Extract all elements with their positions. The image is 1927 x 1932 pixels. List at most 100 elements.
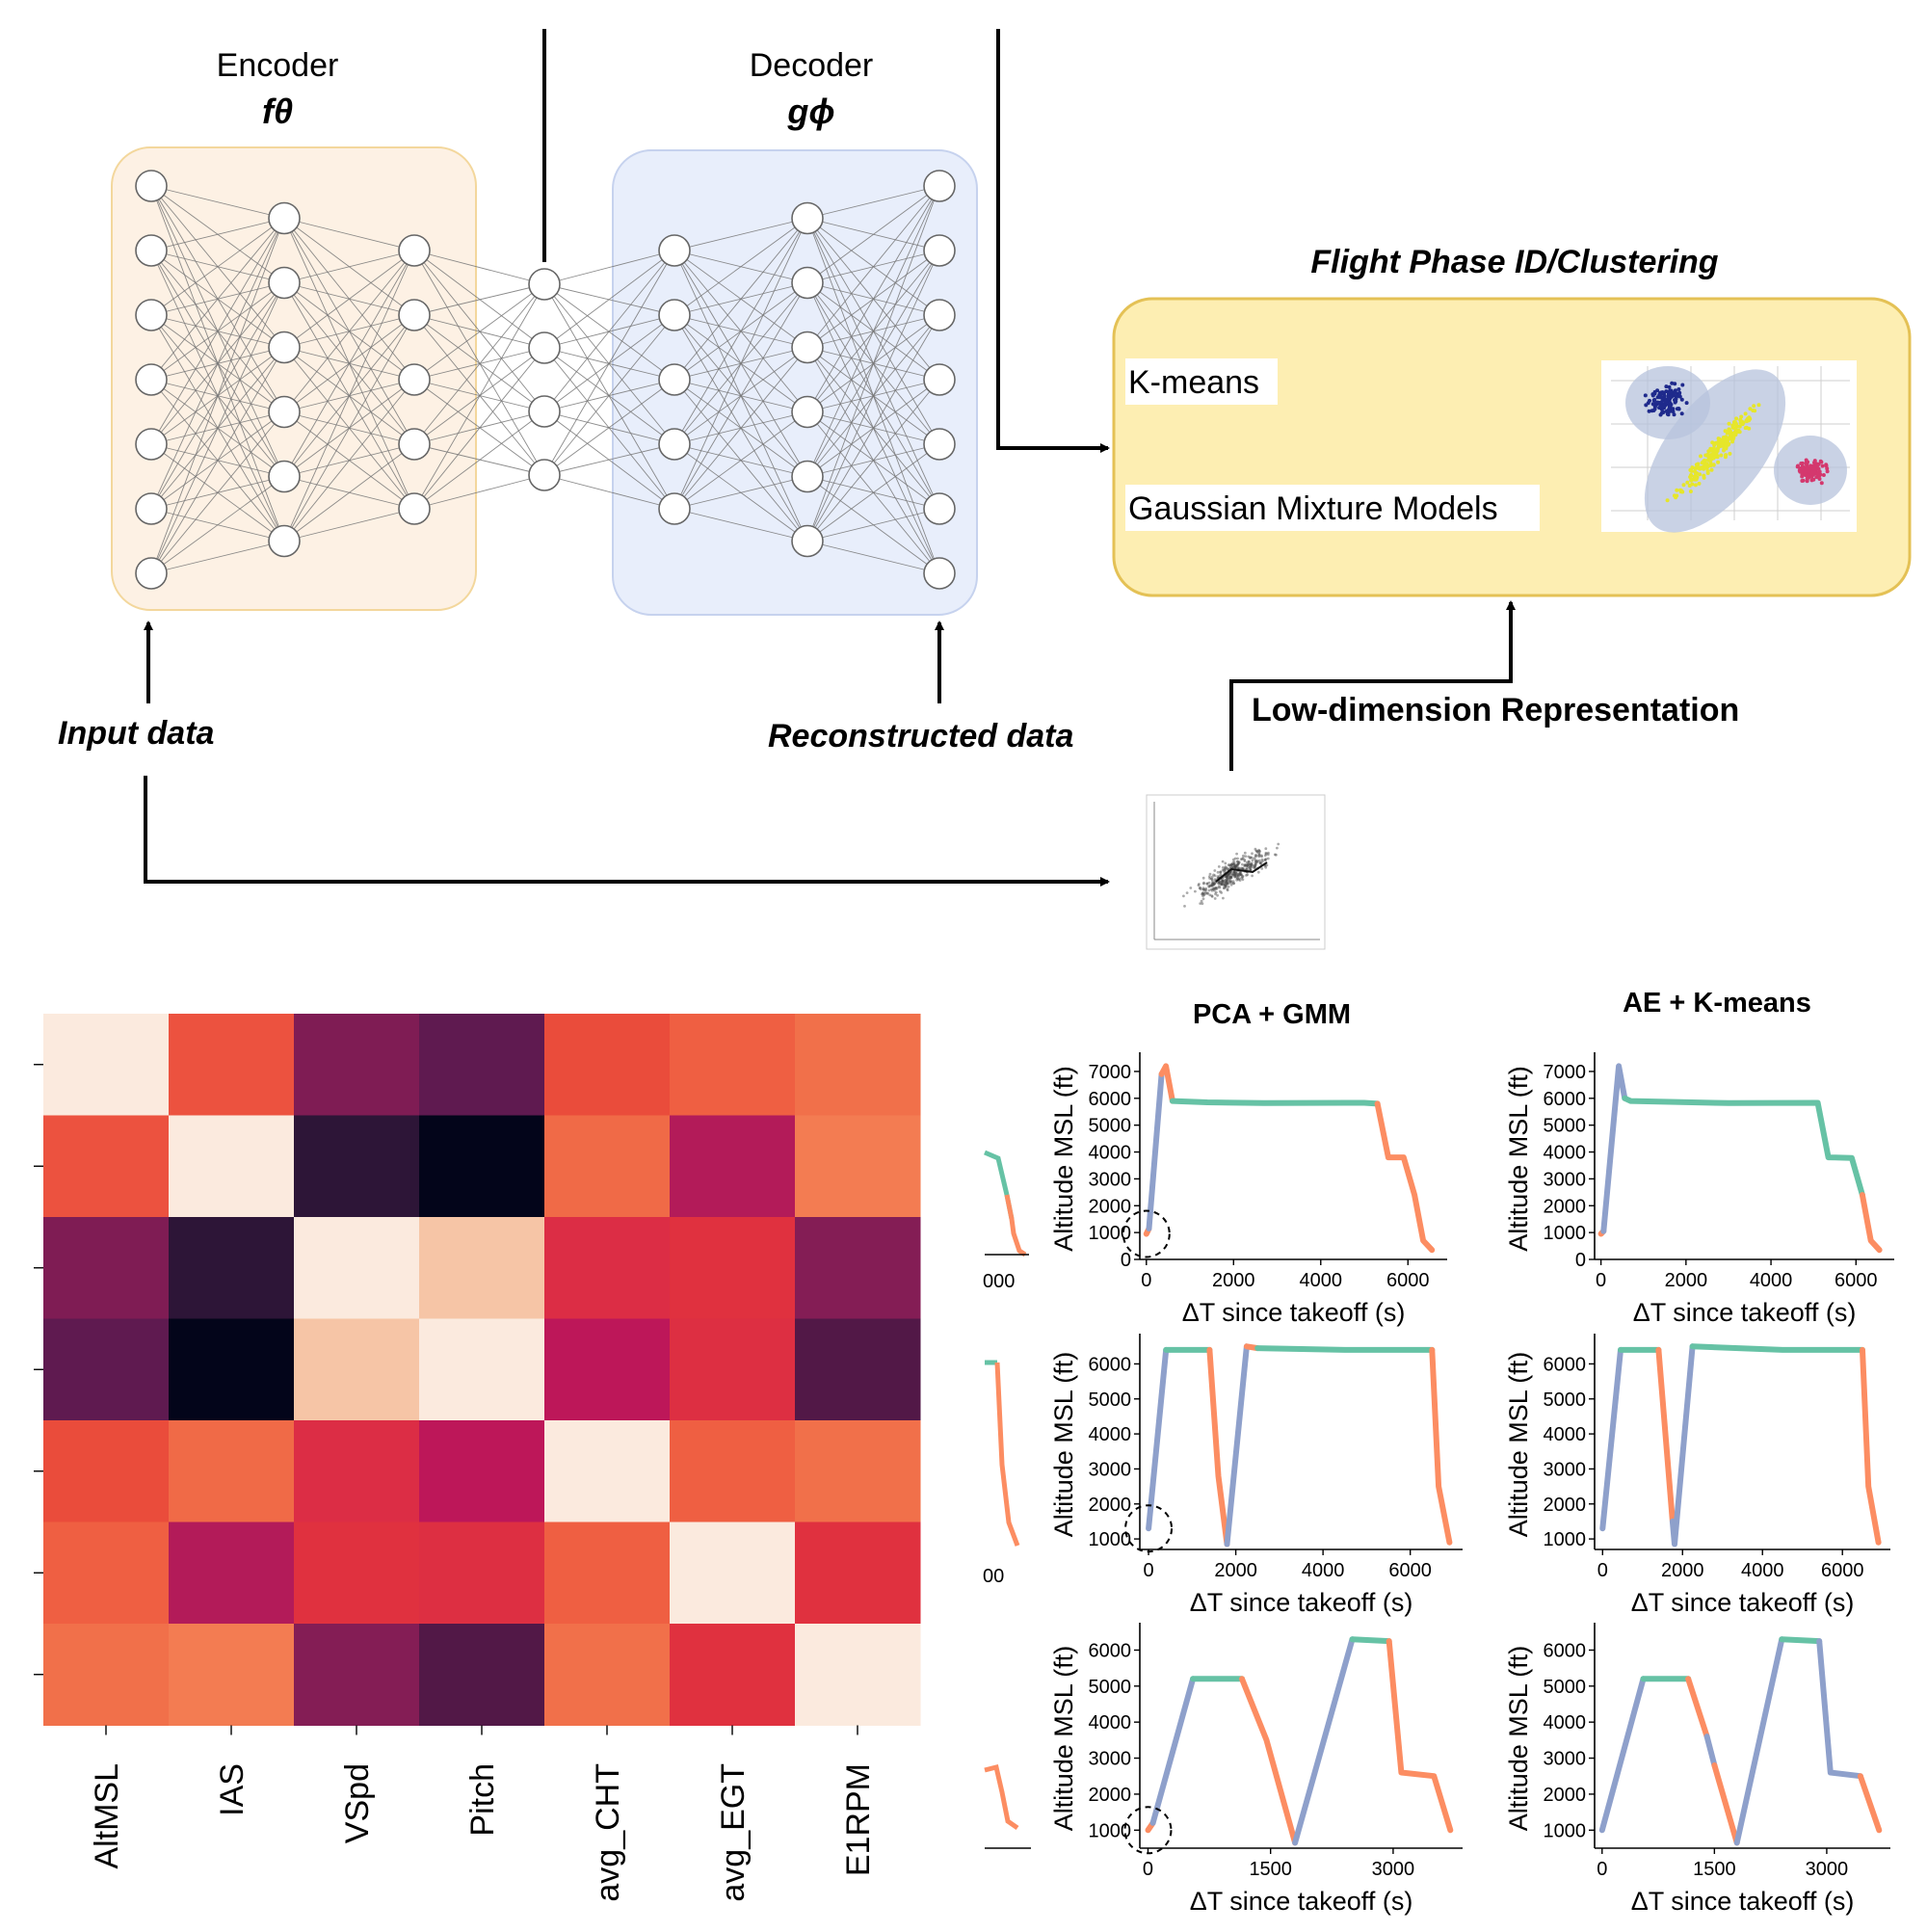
chart-5-ytick-4: 5000 xyxy=(1544,1677,1587,1698)
network-node-6-2 xyxy=(923,299,956,331)
chart-4-ytick-1: 2000 xyxy=(1089,1785,1132,1806)
chart-5-segment-4 xyxy=(1711,1762,1740,1846)
network-node-6-5 xyxy=(923,492,956,525)
chart-1-ytick-1: 1000 xyxy=(1544,1223,1587,1244)
network-node-0-2 xyxy=(135,299,168,331)
partial-panel-3-line xyxy=(984,1763,1019,1831)
chart-1-title: AE + K-means xyxy=(1623,988,1811,1019)
network-node-3-1 xyxy=(528,331,561,364)
heatmap-cell-2-1 xyxy=(169,1217,295,1319)
heatmap-label-6: E1RPM xyxy=(840,1763,877,1876)
chart-0-xtick-2: 4000 xyxy=(1300,1270,1343,1291)
chart-1-segment-1 xyxy=(1600,1063,1628,1234)
chart-3-segment-4 xyxy=(1689,1343,1865,1353)
heatmap-cell-0-4 xyxy=(544,1014,671,1116)
heatmap-cell-2-5 xyxy=(670,1217,796,1319)
network-nodes xyxy=(135,170,956,590)
network-node-4-0 xyxy=(658,234,691,267)
chart-0-segment-2 xyxy=(1158,1063,1175,1104)
chart-1-xtick-1: 2000 xyxy=(1665,1270,1708,1291)
heatmap-cell-5-1 xyxy=(169,1522,295,1625)
network-node-6-3 xyxy=(923,363,956,396)
correlation-heatmap: AltMSL IAS VSpd Pitch avg_CHT avg_EGT E1RPM xyxy=(34,1014,921,1902)
network-node-4-2 xyxy=(658,363,691,396)
network-node-1-2 xyxy=(268,331,301,364)
chart-5-segment-7 xyxy=(1816,1638,1863,1780)
heatmap-label-0: AltMSL xyxy=(89,1763,125,1869)
encoder-symbol: fθ xyxy=(262,92,293,131)
chart-2-ytick-2: 3000 xyxy=(1089,1459,1132,1480)
flight-phase-charts: 0 1000 2000 3000 4000 5000 6000 7000 0 2000 4000 60… xyxy=(1049,988,1894,1916)
bottleneck-to-cluster-arrow xyxy=(996,29,1110,453)
chart-2-takeoff-marker xyxy=(1124,1504,1174,1553)
chart-0-ytick-0: 0 xyxy=(1121,1250,1131,1271)
chart-3-xtick-0: 0 xyxy=(1597,1560,1608,1581)
network-edges xyxy=(150,185,940,574)
heatmap-cell-0-0 xyxy=(43,1014,170,1116)
heatmap-cell-0-6 xyxy=(795,1014,921,1116)
chart-4-ytick-0: 1000 xyxy=(1089,1820,1132,1841)
heatmap-cell-1-3 xyxy=(419,1115,545,1218)
chart-0-ylabel: Altitude MSL (ft) xyxy=(1049,1066,1078,1252)
kmeans-label-bg xyxy=(1125,358,1278,405)
heatmap-cell-6-3 xyxy=(419,1624,545,1726)
chart-3-ytick-1: 2000 xyxy=(1544,1495,1587,1516)
encoder-title: Encoder xyxy=(217,47,339,84)
heatmap-cell-5-5 xyxy=(670,1522,796,1625)
chart-5-ytick-0: 1000 xyxy=(1544,1820,1587,1841)
heatmap-cell-6-0 xyxy=(43,1624,170,1726)
heatmap-cell-2-6 xyxy=(795,1217,921,1319)
network-node-1-4 xyxy=(268,460,301,493)
cluster-scatter-thumbnail xyxy=(1601,360,1857,533)
chart-4-segment-4 xyxy=(1292,1636,1356,1846)
chart-1-ytick-7: 7000 xyxy=(1544,1062,1587,1083)
heatmap-cell-5-2 xyxy=(294,1522,420,1625)
network-node-6-1 xyxy=(923,234,956,267)
heatmap-cell-4-4 xyxy=(544,1420,671,1522)
network-node-5-5 xyxy=(791,524,824,558)
network-node-6-4 xyxy=(923,428,956,461)
decoder-box xyxy=(612,149,978,616)
chart-5-ytick-1: 2000 xyxy=(1544,1785,1587,1806)
network-node-6-6 xyxy=(923,557,956,590)
chart-5-ytick-5: 6000 xyxy=(1544,1640,1587,1661)
heatmap-cell-0-5 xyxy=(670,1014,796,1116)
network-node-4-4 xyxy=(658,492,691,525)
chart-0-segment-3 xyxy=(1169,1098,1381,1107)
heatmap-cell-1-4 xyxy=(544,1115,671,1218)
network-node-2-2 xyxy=(398,363,431,396)
network-node-1-5 xyxy=(268,524,301,558)
chart-0: 0 1000 2000 3000 4000 5000 6000 7000 0 2000 4000 60… xyxy=(1049,999,1447,1327)
chart-3-ytick-5: 6000 xyxy=(1544,1354,1587,1375)
chart-5-segment-0 xyxy=(1598,1676,1647,1834)
heatmap-cell-2-2 xyxy=(294,1217,420,1319)
network-node-5-1 xyxy=(791,266,824,300)
chart-4-segment-1 xyxy=(1149,1676,1197,1826)
heatmap-cell-3-6 xyxy=(795,1318,921,1421)
chart-4-xtick-1: 1500 xyxy=(1249,1859,1292,1880)
chart-0-xtick-3: 6000 xyxy=(1386,1270,1430,1291)
chart-3-ytick-4: 5000 xyxy=(1544,1389,1587,1411)
chart-2-xtick-2: 4000 xyxy=(1302,1560,1345,1581)
chart-0-ytick-4: 4000 xyxy=(1089,1143,1132,1164)
chart-4-xtick-2: 3000 xyxy=(1372,1859,1415,1880)
heatmap-cell-1-5 xyxy=(670,1115,796,1218)
chart-2-segment-3 xyxy=(1224,1343,1250,1548)
chart-3-ytick-0: 1000 xyxy=(1544,1529,1587,1550)
cluster-title: Flight Phase ID/Clustering xyxy=(1310,244,1718,280)
chart-3-ylabel: Altitude MSL (ft) xyxy=(1504,1352,1533,1538)
heatmap-cell-3-0 xyxy=(43,1318,170,1421)
chart-3-ytick-2: 3000 xyxy=(1544,1459,1587,1480)
heatmap-cell-2-3 xyxy=(419,1217,545,1319)
network-node-2-1 xyxy=(398,299,431,331)
cluster-method-gmm: Gaussian Mixture Models xyxy=(1128,490,1498,527)
chart-2: 1000 2000 3000 4000 5000 6000 0 2000 4000 6000 ΔT … xyxy=(1049,1334,1463,1617)
reconstructed-data-label: Reconstructed data xyxy=(768,718,1073,754)
heatmap-cell-3-1 xyxy=(169,1318,295,1421)
heatmap-cell-3-2 xyxy=(294,1318,420,1421)
network-node-1-1 xyxy=(268,266,301,300)
heatmap-cell-3-4 xyxy=(544,1318,671,1421)
chart-4-ytick-4: 5000 xyxy=(1089,1677,1132,1698)
chart-0-ytick-3: 3000 xyxy=(1089,1169,1132,1190)
